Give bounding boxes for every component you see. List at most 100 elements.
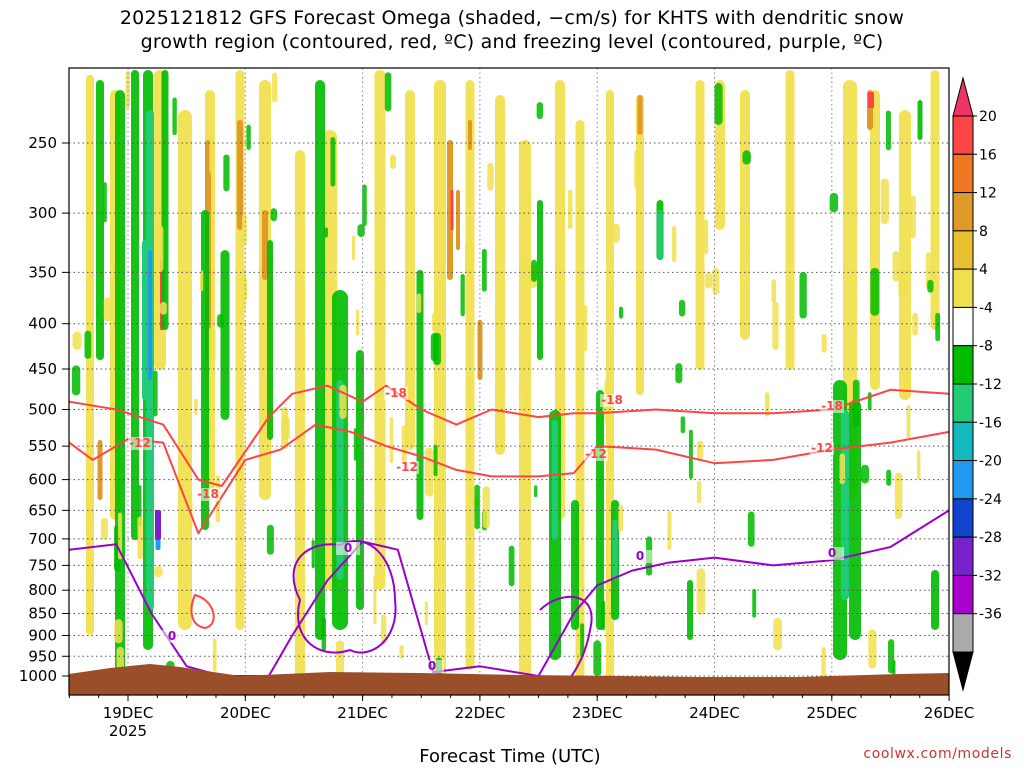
x-tick-label: 22DEC bbox=[455, 704, 506, 722]
omega-speckle bbox=[374, 113, 380, 125]
omega-strong-sink bbox=[148, 250, 152, 380]
x-tick-sublabel: 2025 bbox=[109, 722, 147, 740]
omega-speckle bbox=[894, 472, 903, 520]
contour-label-bg bbox=[600, 394, 624, 407]
omega-speckle bbox=[618, 505, 624, 532]
omega-speckle bbox=[84, 330, 92, 359]
y-tick-label: 1000 bbox=[19, 667, 57, 685]
contour-lines: -18 -18 -18 -18 -12 -12 -12 -12 0 0 0 0 0 bbox=[69, 384, 949, 691]
omega-speckle bbox=[742, 150, 751, 165]
colorbar: 20 16 12 8 4 -4 -8 -12 -16 -20 -24 -28 -32 -36 bbox=[952, 76, 1002, 692]
y-tick-label: 800 bbox=[28, 581, 57, 599]
omega-speckle bbox=[508, 545, 515, 587]
y-tick-label: 300 bbox=[28, 204, 57, 222]
omega-speckle bbox=[416, 293, 422, 314]
colorbar-label: -16 bbox=[979, 415, 1002, 431]
colorbar-label: -8 bbox=[979, 339, 993, 355]
terrain-ground bbox=[69, 664, 949, 695]
omega-speckle bbox=[773, 617, 782, 651]
omega-speckle bbox=[935, 312, 941, 342]
x-tick-label: 19DEC bbox=[103, 704, 154, 722]
omega-speckle bbox=[696, 440, 704, 460]
chart-title-line1: 2025121812 GFS Forecast Omega (shaded, −… bbox=[119, 7, 905, 29]
omega-max-core bbox=[450, 190, 454, 230]
contour-label: 0 bbox=[636, 549, 644, 563]
omega-speckle bbox=[153, 370, 158, 417]
contour-label-bg bbox=[336, 542, 360, 555]
omega-rising-cell bbox=[405, 90, 415, 450]
omega-speckle bbox=[384, 72, 392, 112]
omega-speckle bbox=[339, 384, 347, 419]
omega-speckle bbox=[72, 331, 82, 350]
contour-label-bg bbox=[820, 400, 844, 413]
omega-speckle bbox=[330, 137, 336, 187]
omega-rising-cell bbox=[374, 70, 386, 590]
omega-speckle bbox=[906, 405, 911, 439]
colorbar-box bbox=[952, 613, 974, 653]
grid-lines bbox=[69, 68, 949, 695]
omega-sinking-cell bbox=[220, 250, 230, 420]
omega-speckle bbox=[241, 268, 246, 313]
omega-sinking-cell bbox=[917, 100, 923, 140]
omega-speckle bbox=[154, 225, 164, 273]
colorbar-box bbox=[952, 153, 974, 194]
y-tick-label: 750 bbox=[28, 556, 57, 574]
colorbar-bottom-arrow bbox=[952, 651, 974, 692]
omega-speckle bbox=[351, 235, 356, 261]
omega-speckle bbox=[212, 638, 217, 672]
colorbar-box bbox=[952, 306, 974, 347]
omega-speckle bbox=[208, 326, 216, 362]
omega-sinking-core bbox=[612, 520, 618, 580]
contour-label: -18 bbox=[821, 399, 843, 413]
omega-speckle bbox=[321, 617, 326, 651]
omega-speckle bbox=[908, 195, 916, 239]
omega-speckle bbox=[356, 309, 360, 336]
omega-sinking-cell bbox=[315, 80, 325, 640]
credit-link[interactable]: coolwx.com/models bbox=[863, 746, 1012, 762]
omega-speckle bbox=[433, 332, 441, 366]
omega-speckle bbox=[618, 306, 624, 319]
y-tick-label: 850 bbox=[28, 605, 57, 623]
contour-line--18 bbox=[69, 384, 949, 487]
colorbar-label: 4 bbox=[979, 262, 988, 278]
omega-speckle bbox=[705, 272, 713, 289]
x-tick-label: 24DEC bbox=[689, 704, 740, 722]
colorbar-box bbox=[952, 230, 974, 270]
omega-sinking-core bbox=[657, 210, 663, 260]
omega-speckle bbox=[521, 250, 529, 271]
omega-speckle bbox=[432, 311, 440, 333]
omega-speckle bbox=[125, 71, 131, 109]
omega-sinking-cell bbox=[96, 80, 104, 360]
omega-speckle bbox=[381, 614, 387, 644]
contour-label: -12 bbox=[585, 447, 607, 461]
omega-speckle bbox=[712, 268, 720, 295]
contour-label: -18 bbox=[197, 487, 219, 501]
contour-label: -12 bbox=[396, 460, 418, 474]
omega-speckle bbox=[241, 214, 247, 246]
colorbar-box bbox=[952, 345, 974, 385]
x-tick-label: 23DEC bbox=[572, 704, 623, 722]
contour-label: -18 bbox=[601, 393, 623, 407]
omega-speckle bbox=[667, 511, 672, 550]
omega-speckle bbox=[634, 149, 640, 189]
omega-speckle bbox=[525, 388, 529, 417]
colorbar-box bbox=[952, 421, 974, 462]
omega-rising-core bbox=[456, 190, 460, 250]
omega-rising-cell bbox=[519, 140, 531, 695]
colorbar-box bbox=[952, 460, 974, 500]
omega-speckle bbox=[580, 623, 585, 657]
colorbar-label: -4 bbox=[979, 300, 993, 316]
omega-speckle bbox=[887, 639, 895, 674]
omega-speckle bbox=[223, 154, 230, 192]
omega-speckle bbox=[892, 251, 900, 282]
omega-speckle bbox=[536, 102, 544, 120]
colorbar-label: 16 bbox=[979, 147, 997, 163]
omega-sinking-core bbox=[142, 240, 148, 400]
contour-label-bg bbox=[420, 660, 444, 673]
omega-speckle bbox=[200, 270, 204, 292]
contour-label-bg bbox=[810, 442, 834, 455]
omega-speckle bbox=[870, 267, 880, 316]
omega-speckle bbox=[886, 469, 892, 486]
x-tick-label: 21DEC bbox=[337, 704, 388, 722]
